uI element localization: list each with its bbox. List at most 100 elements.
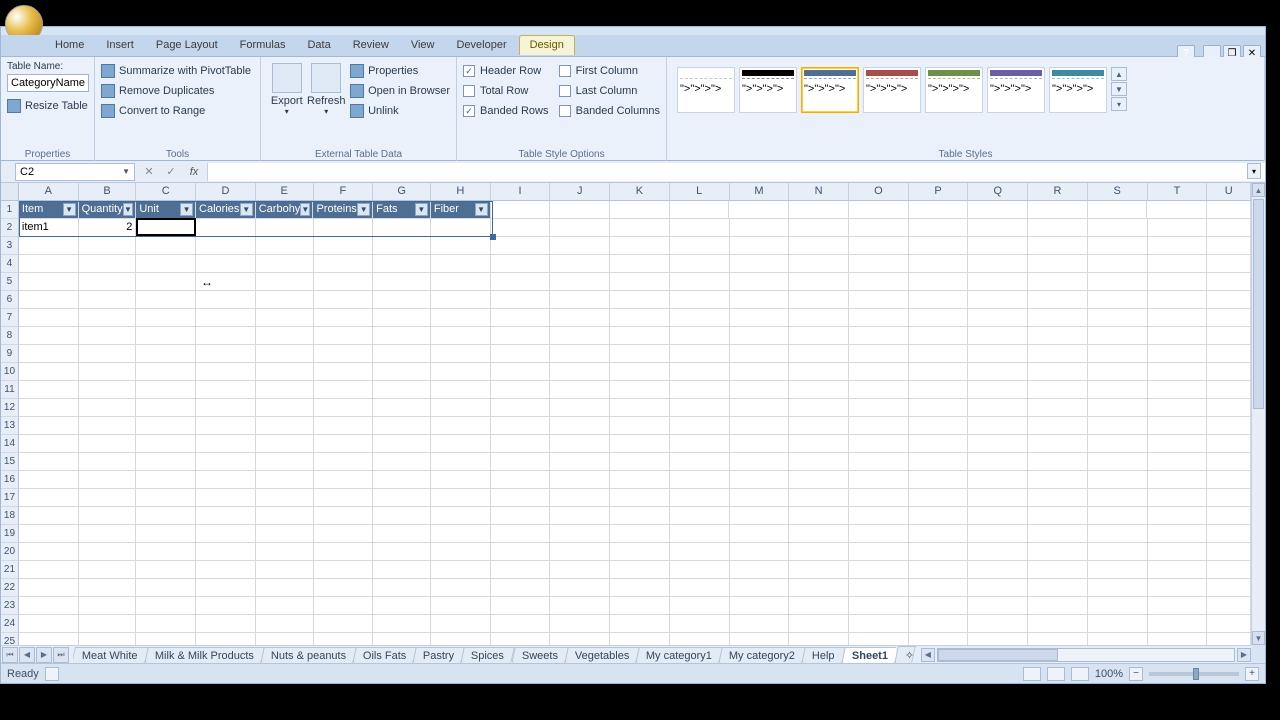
cell[interactable] xyxy=(431,561,491,579)
cell[interactable] xyxy=(789,237,849,255)
cell[interactable] xyxy=(79,273,137,291)
cell[interactable] xyxy=(431,507,491,525)
select-all-corner[interactable] xyxy=(1,183,19,200)
cell[interactable] xyxy=(1088,399,1148,417)
cell[interactable] xyxy=(256,291,314,309)
cell[interactable] xyxy=(431,435,491,453)
cell[interactable] xyxy=(373,561,431,579)
cell[interactable] xyxy=(968,309,1028,327)
cell[interactable] xyxy=(314,633,374,645)
cell[interactable] xyxy=(79,309,137,327)
cell[interactable]: Unit▼ xyxy=(136,201,196,219)
cell[interactable] xyxy=(730,345,790,363)
cell[interactable] xyxy=(849,543,909,561)
cell[interactable] xyxy=(1088,345,1148,363)
row-header[interactable]: 9 xyxy=(1,345,19,363)
cell[interactable] xyxy=(670,399,730,417)
cell[interactable] xyxy=(1207,237,1251,255)
cell[interactable] xyxy=(550,309,610,327)
tab-nav-first[interactable]: ⏮ xyxy=(2,647,18,663)
sheet-tab[interactable]: Oils Fats xyxy=(352,647,417,664)
cell[interactable] xyxy=(256,471,314,489)
cell[interactable] xyxy=(670,615,730,633)
cell[interactable] xyxy=(550,417,610,435)
row-header[interactable]: 17 xyxy=(1,489,19,507)
cell[interactable] xyxy=(849,219,909,237)
cell[interactable] xyxy=(314,543,374,561)
cell[interactable] xyxy=(730,327,790,345)
cell[interactable] xyxy=(730,597,790,615)
cell[interactable] xyxy=(1207,525,1251,543)
cell[interactable] xyxy=(373,417,431,435)
column-header[interactable]: A xyxy=(19,183,79,200)
cell[interactable] xyxy=(1148,273,1208,291)
cell[interactable] xyxy=(730,399,790,417)
cell[interactable] xyxy=(79,597,137,615)
row-header[interactable]: 3 xyxy=(1,237,19,255)
cell[interactable] xyxy=(256,489,314,507)
cell[interactable] xyxy=(1028,201,1088,219)
cell[interactable] xyxy=(610,525,670,543)
cell[interactable] xyxy=(1148,309,1208,327)
cell[interactable] xyxy=(968,399,1028,417)
row-header[interactable]: 10 xyxy=(1,363,19,381)
cell[interactable] xyxy=(670,561,730,579)
cell[interactable] xyxy=(314,417,374,435)
cell[interactable] xyxy=(314,255,374,273)
cell[interactable] xyxy=(1207,399,1251,417)
row-header[interactable]: 1 xyxy=(1,201,19,219)
row-header[interactable]: 2 xyxy=(1,219,19,237)
column-header[interactable]: N xyxy=(789,183,849,200)
cell[interactable] xyxy=(196,399,256,417)
column-header[interactable]: G xyxy=(373,183,431,200)
cell[interactable] xyxy=(491,255,551,273)
column-header[interactable]: F xyxy=(314,183,374,200)
cell[interactable] xyxy=(19,381,79,399)
cell[interactable] xyxy=(256,381,314,399)
table-style-swatch[interactable]: ">">">"> xyxy=(1049,67,1107,113)
cell[interactable] xyxy=(373,435,431,453)
cell[interactable] xyxy=(730,489,790,507)
cell[interactable] xyxy=(610,255,670,273)
column-header[interactable]: L xyxy=(670,183,730,200)
cell[interactable] xyxy=(670,255,730,273)
ribbon-tab-home[interactable]: Home xyxy=(45,36,94,55)
cell[interactable] xyxy=(968,345,1028,363)
column-header[interactable]: Q xyxy=(968,183,1028,200)
cell[interactable] xyxy=(373,399,431,417)
fx-icon[interactable]: fx xyxy=(185,166,203,178)
cell[interactable] xyxy=(849,201,909,219)
cell[interactable] xyxy=(314,363,374,381)
cell[interactable] xyxy=(373,345,431,363)
cell[interactable] xyxy=(196,291,256,309)
cell[interactable] xyxy=(196,525,256,543)
cell[interactable] xyxy=(1207,561,1251,579)
cell[interactable] xyxy=(789,561,849,579)
header-row-checkbox[interactable]: ✓Header Row xyxy=(463,61,559,81)
cell[interactable] xyxy=(670,219,730,237)
cell[interactable] xyxy=(136,237,196,255)
cell[interactable] xyxy=(79,489,137,507)
cell[interactable] xyxy=(1148,237,1208,255)
cell[interactable] xyxy=(730,273,790,291)
cell[interactable] xyxy=(256,543,314,561)
cell[interactable] xyxy=(19,489,79,507)
cell[interactable] xyxy=(849,345,909,363)
cell[interactable] xyxy=(314,507,374,525)
cell[interactable] xyxy=(431,525,491,543)
cell[interactable] xyxy=(670,291,730,309)
hscroll-thumb[interactable] xyxy=(938,649,1058,661)
zoom-slider[interactable] xyxy=(1149,672,1239,676)
resize-table-button[interactable]: Resize Table xyxy=(7,96,88,116)
filter-dropdown-icon[interactable]: ▼ xyxy=(123,203,134,216)
row-header[interactable]: 24 xyxy=(1,615,19,633)
cell[interactable] xyxy=(314,471,374,489)
cell[interactable] xyxy=(196,327,256,345)
cell[interactable] xyxy=(491,561,551,579)
cell[interactable] xyxy=(256,399,314,417)
cell[interactable] xyxy=(1028,273,1088,291)
cell[interactable] xyxy=(1028,291,1088,309)
cell[interactable] xyxy=(256,327,314,345)
sheet-tab[interactable]: Help xyxy=(801,647,845,664)
row-header[interactable]: 23 xyxy=(1,597,19,615)
